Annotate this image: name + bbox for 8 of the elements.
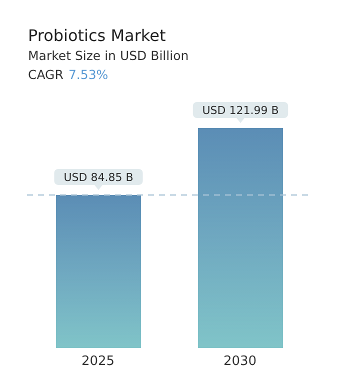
text: CAGR	[28, 67, 64, 82]
data-label: USD 84.85 B	[64, 170, 134, 184]
x-tick-label: 2025	[81, 354, 115, 370]
x-tick-label: 2030	[223, 354, 257, 370]
chart-subtitle: Market Size in USD Billion	[28, 47, 190, 65]
data-label: USD 121.99 B	[202, 104, 279, 117]
text: 7.53%	[68, 67, 108, 82]
chart-title: Probiotics Market	[28, 26, 167, 46]
